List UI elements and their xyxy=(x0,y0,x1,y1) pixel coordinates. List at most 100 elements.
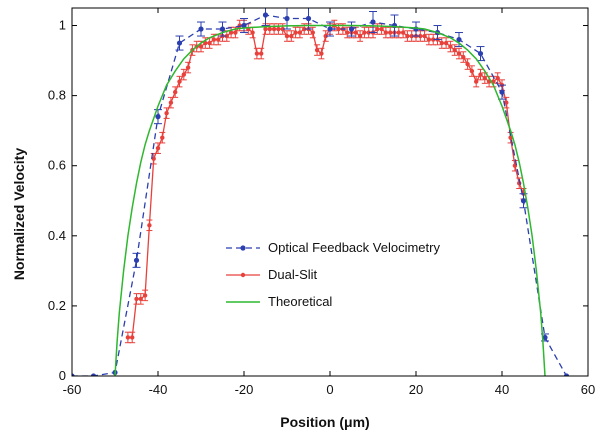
dual-slit-point xyxy=(211,37,217,42)
dual-slit-point xyxy=(478,72,483,77)
dual-slit-point xyxy=(400,30,406,35)
dual-slit-point xyxy=(504,100,509,105)
dual-slit-point xyxy=(461,54,466,60)
ofv-point xyxy=(456,36,462,43)
dual-slit-point xyxy=(134,296,139,302)
legend-marker xyxy=(240,245,246,251)
dual-slit-point xyxy=(495,75,500,81)
y-tick-label: 0.2 xyxy=(48,298,66,313)
ofv-point xyxy=(520,198,527,204)
dual-slit-point xyxy=(482,75,487,81)
ofv-point xyxy=(370,19,376,25)
x-tick-label: 40 xyxy=(495,382,509,397)
ofv-point xyxy=(219,26,226,32)
dual-slit-line xyxy=(127,24,525,339)
dual-slit-point xyxy=(422,33,427,39)
ofv-point xyxy=(72,373,75,376)
tick-layer: -60 -40 -20 0 20 40 60 0 0.2 0.4 0.6 0.8 1 xyxy=(48,7,595,397)
dual-slit-point xyxy=(233,30,238,35)
dual-slit-point xyxy=(228,30,234,35)
legend-label: Optical Feedback Velocimetry xyxy=(268,240,440,255)
dual-slit-point xyxy=(383,30,389,35)
ofv-point xyxy=(348,26,355,32)
dual-slit-point xyxy=(267,26,272,32)
dual-slit-point xyxy=(198,44,204,49)
y-tick-label: 0.6 xyxy=(48,158,66,173)
dual-slit-point xyxy=(289,33,294,39)
dual-slit-point xyxy=(439,40,444,46)
ofv-point xyxy=(327,26,333,32)
dual-slit-point xyxy=(173,89,178,95)
dual-slit-point xyxy=(284,33,290,39)
dual-slit-point xyxy=(353,30,358,35)
dual-slit-point xyxy=(177,79,182,84)
dual-slit-point xyxy=(293,30,298,35)
legend: Optical Feedback Velocimetry Dual-Slit The… xyxy=(226,240,440,309)
x-tick-label: 0 xyxy=(326,382,333,397)
legend-marker xyxy=(240,272,246,278)
dual-slit-point xyxy=(409,33,414,39)
dual-slit-point xyxy=(452,47,457,53)
y-tick-label: 0.8 xyxy=(48,88,66,103)
dual-slit-point xyxy=(379,26,384,32)
y-tick-label: 1 xyxy=(59,18,66,33)
dual-slit-point xyxy=(216,37,221,42)
dual-slit-point xyxy=(465,61,470,67)
legend-entry: Dual-Slit xyxy=(226,267,318,282)
dual-slit-point xyxy=(164,110,169,116)
dual-slit-point xyxy=(280,26,285,32)
dual-slit-point xyxy=(336,26,341,32)
x-tick-label: -40 xyxy=(149,382,168,397)
dual-slit-point xyxy=(323,33,328,39)
ofv-point xyxy=(198,26,204,32)
dual-slit-point xyxy=(297,30,303,35)
dual-slit-point xyxy=(271,26,277,32)
dual-slit-point xyxy=(168,100,174,105)
y-tick-label: 0 xyxy=(59,368,66,383)
ofv-point xyxy=(499,89,505,95)
dual-slit-point xyxy=(362,30,367,35)
dual-slit-point xyxy=(357,33,363,39)
dual-slit-point xyxy=(263,26,268,32)
dual-slit-point xyxy=(431,37,436,42)
dual-slit-point xyxy=(160,135,165,140)
legend-entry: Optical Feedback Velocimetry xyxy=(226,240,440,255)
dual-slit-point xyxy=(207,40,212,46)
legend-label: Theoretical xyxy=(268,294,332,309)
dual-slit-point xyxy=(345,30,350,35)
dual-slit-point xyxy=(310,30,315,35)
dual-slit-point xyxy=(138,296,143,302)
dual-slit-point xyxy=(125,335,131,340)
dual-slit-point xyxy=(155,145,161,151)
dual-slit-point xyxy=(366,30,371,35)
ofv-point xyxy=(563,373,570,376)
x-axis-title: Position (μm) xyxy=(280,414,369,430)
theoretical-line xyxy=(114,24,546,376)
ofv-point xyxy=(155,114,161,120)
legend-label: Dual-Slit xyxy=(268,267,318,282)
y-axis-title: Normalized Velocity xyxy=(11,148,27,280)
dual-slit-point xyxy=(250,30,255,35)
dual-slit-point xyxy=(474,79,479,84)
dual-slit-point xyxy=(396,30,401,35)
dual-slit-point xyxy=(448,44,453,49)
dual-slit-point xyxy=(142,293,148,298)
dual-slit-point xyxy=(405,33,410,39)
dual-slit-point xyxy=(276,26,281,32)
series-optical-feedback-velocimetry xyxy=(72,8,570,376)
dual-slit-point xyxy=(375,26,380,32)
series-layer xyxy=(72,8,570,376)
ofv-point xyxy=(284,15,290,22)
dual-slit-point xyxy=(469,68,475,74)
plot-frame xyxy=(71,7,589,377)
dual-slit-point xyxy=(319,51,324,56)
dual-slit-point xyxy=(181,72,186,77)
ofv-point xyxy=(262,12,269,18)
dual-slit-point xyxy=(130,335,135,340)
dual-slit-point xyxy=(151,156,156,161)
dual-slit-point xyxy=(224,33,229,39)
y-tick-label: 0.4 xyxy=(48,228,66,243)
dual-slit-point xyxy=(456,51,462,56)
dual-slit-point xyxy=(418,33,423,39)
x-tick-label: -60 xyxy=(63,382,82,397)
